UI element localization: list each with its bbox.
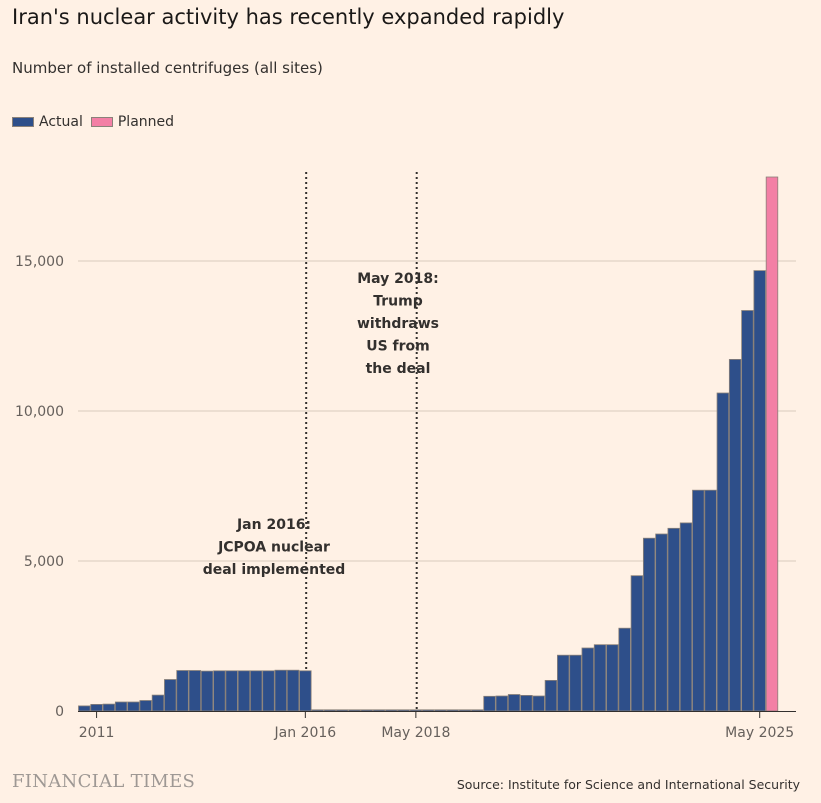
- bar-actual: [274, 669, 287, 712]
- annotation-line: Jan 2016:: [236, 517, 311, 533]
- bar-actual: [618, 627, 631, 712]
- y-tick-label: 5,000: [24, 554, 64, 570]
- legend: Actual Planned: [12, 114, 182, 130]
- bar-actual: [335, 709, 349, 712]
- bar-actual: [102, 703, 116, 712]
- annotation-line: Trump: [373, 294, 423, 310]
- bar-actual: [164, 679, 177, 712]
- bar-actual: [507, 694, 521, 712]
- bar-actual: [593, 644, 607, 712]
- bar-actual: [483, 695, 496, 712]
- bar-actual: [299, 670, 312, 712]
- bar-actual: [679, 522, 693, 712]
- bar-actual: [78, 705, 91, 712]
- x-tick-label: May 2018: [381, 725, 450, 741]
- bar-actual: [667, 527, 680, 712]
- bar-actual: [458, 709, 472, 712]
- y-tick-label: 10,000: [15, 404, 64, 420]
- bar-actual: [348, 709, 361, 712]
- bar-actual: [262, 670, 275, 712]
- x-tick-label: Jan 2016: [274, 725, 337, 741]
- bar-actual: [237, 670, 251, 712]
- bar-actual: [520, 695, 533, 712]
- annotation-line: withdraws: [357, 316, 439, 332]
- bar-actual: [581, 647, 594, 712]
- bar-actual: [360, 709, 373, 712]
- bar-actual: [114, 701, 128, 712]
- bar-actual: [728, 358, 742, 712]
- bar-actual: [692, 489, 705, 712]
- x-tick-label: 2011: [79, 725, 115, 741]
- bar-actual: [557, 654, 570, 712]
- y-tick-label: 0: [55, 704, 64, 720]
- bar-actual: [385, 709, 398, 712]
- bar-actual: [434, 709, 447, 712]
- bar-actual: [286, 669, 300, 712]
- chart-subtitle: Number of installed centrifuges (all sit…: [12, 59, 323, 77]
- bar-actual: [421, 709, 435, 712]
- legend-item-actual: Actual: [12, 114, 83, 130]
- bar-actual: [151, 694, 165, 712]
- centrifuge-bar-chart: 0 5,000 10,000 15,000 2011 Jan 2016 May 2018 Ma…: [15, 172, 796, 741]
- bar-actual: [372, 709, 386, 712]
- bar-actual: [446, 709, 459, 712]
- bar-actual: [471, 709, 484, 712]
- legend-item-planned: Planned: [90, 114, 175, 130]
- bar-actual: [569, 654, 582, 712]
- bar-actual: [409, 709, 423, 712]
- bar-actual: [704, 489, 717, 712]
- bar-actual: [495, 695, 509, 712]
- bar-actual: [753, 270, 766, 712]
- annotation-line: deal implemented: [203, 562, 346, 578]
- bar-actual: [90, 704, 103, 712]
- bar-actual: [127, 701, 140, 712]
- annotation-line: May 2018:: [357, 271, 439, 287]
- bar-actual: [200, 670, 214, 712]
- bar-actual: [397, 709, 410, 712]
- annotation-line: the deal: [366, 361, 431, 377]
- bar-actual: [176, 670, 189, 712]
- bar-actual: [311, 709, 324, 712]
- bar-actual: [655, 533, 668, 712]
- bar-actual: [741, 310, 754, 712]
- legend-label-actual: Actual: [39, 114, 83, 130]
- legend-swatch-actual: [12, 117, 34, 127]
- source-note: Source: Institute for Science and Intern…: [456, 777, 800, 792]
- bar-actual: [323, 709, 337, 712]
- bar-actual: [532, 695, 545, 712]
- bar-actual: [139, 700, 152, 712]
- bar-actual: [188, 670, 202, 712]
- bar-planned: [765, 176, 779, 712]
- bar-actual: [250, 670, 263, 712]
- bar-actual: [716, 392, 730, 712]
- bar-actual: [642, 537, 656, 712]
- bar-actual: [606, 644, 619, 712]
- x-tick-label: May 2025: [725, 725, 794, 741]
- bar-actual: [544, 680, 558, 712]
- annotation-line: JCPOA nuclear: [217, 540, 330, 556]
- chart-title: Iran's nuclear activity has recently exp…: [12, 5, 565, 29]
- legend-label-planned: Planned: [117, 114, 175, 130]
- ft-logo: FINANCIAL TIMES: [12, 771, 196, 792]
- bar-actual: [225, 670, 238, 712]
- bar-actual: [213, 670, 226, 712]
- bar-actual: [630, 575, 644, 712]
- legend-swatch-planned: [90, 117, 113, 127]
- y-tick-label: 15,000: [15, 254, 64, 270]
- annotation-line: US from: [366, 339, 430, 355]
